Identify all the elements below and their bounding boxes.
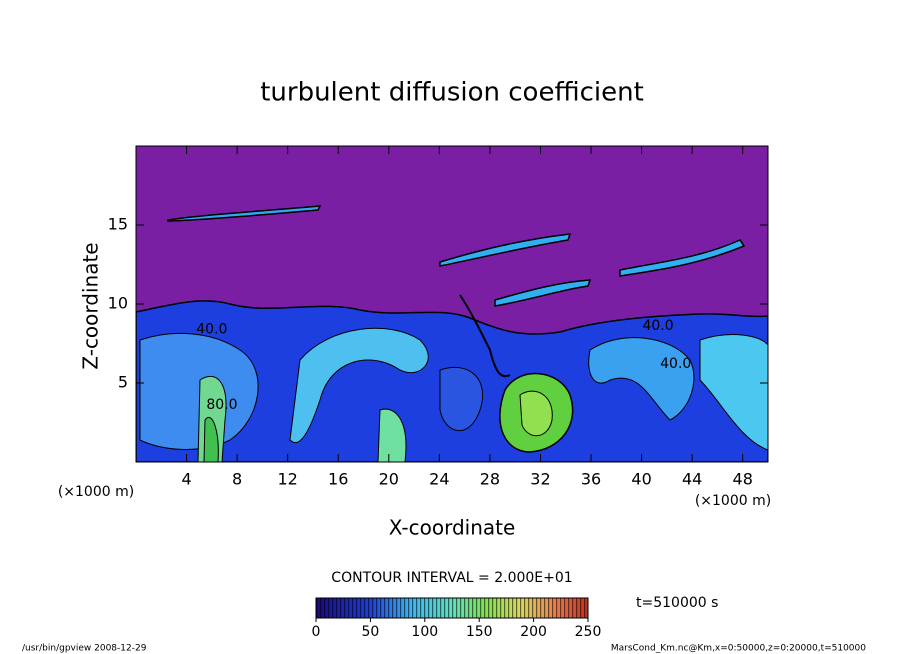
x-tick-label: 16 xyxy=(328,470,348,489)
colorbar-tick-label: 250 xyxy=(575,624,602,640)
x-axis-label: X-coordinate xyxy=(389,516,516,540)
time-label: t=510000 s xyxy=(636,595,718,611)
contour-label: 40.0 xyxy=(196,321,227,337)
y-tick-label: 5 xyxy=(118,373,128,392)
y-tick-label: 10 xyxy=(108,294,128,313)
colorbar-tick-label: 100 xyxy=(411,624,438,640)
chart-title: turbulent diffusion coefficient xyxy=(260,78,644,108)
y-axis-label: Z-coordinate xyxy=(79,242,103,369)
contour-interval: CONTOUR INTERVAL = 2.000E+01 xyxy=(331,570,572,586)
y-tick-label: 15 xyxy=(108,215,128,234)
footer-left: /usr/bin/gpview 2008-12-29 xyxy=(22,644,147,654)
x-tick-label: 8 xyxy=(232,470,242,489)
x-tick-label: 40 xyxy=(631,470,651,489)
contour-label: 40.0 xyxy=(660,356,691,372)
colorbar-lines xyxy=(316,598,588,618)
colorbar-tick-label: 200 xyxy=(520,624,547,640)
contour-field xyxy=(136,146,768,462)
footer-right: MarsCond_Km.nc@Km,x=0:50000,z=0:20000,t=… xyxy=(611,644,866,654)
x-unit: (×1000 m) xyxy=(695,493,771,509)
x-tick-label: 12 xyxy=(278,470,298,489)
x-tick-label: 28 xyxy=(480,470,500,489)
x-tick-label: 36 xyxy=(581,470,601,489)
x-tick-label: 4 xyxy=(181,470,191,489)
x-tick-label: 48 xyxy=(733,470,753,489)
colorbar-tick-label: 150 xyxy=(466,624,493,640)
colorbar-tick-label: 0 xyxy=(312,624,321,640)
x-tick-label: 20 xyxy=(379,470,399,489)
y-unit: (×1000 m) xyxy=(58,484,134,500)
x-tick-label: 32 xyxy=(530,470,550,489)
contour-label: 80.0 xyxy=(206,397,237,413)
x-tick-label: 44 xyxy=(682,470,702,489)
contour-label: 40.0 xyxy=(642,318,673,334)
colorbar-tick-label: 50 xyxy=(361,624,379,640)
x-tick-label: 24 xyxy=(429,470,449,489)
